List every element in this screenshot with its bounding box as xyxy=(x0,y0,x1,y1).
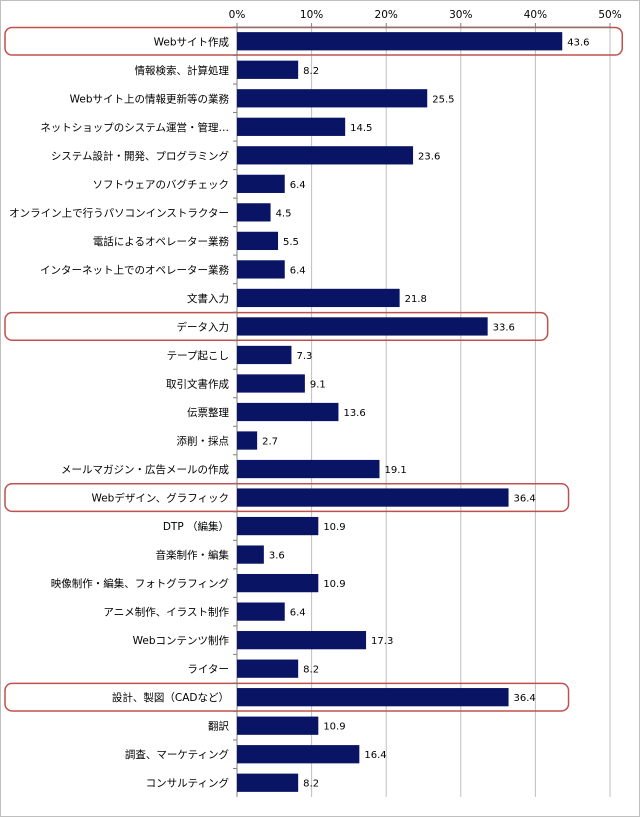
x-axis: 0% 10% 20% 30% 40% 50% xyxy=(229,9,622,769)
category-label: メールマガジン・広告メールの作成 xyxy=(61,463,229,476)
bar xyxy=(237,402,339,422)
bar xyxy=(237,716,319,735)
value-label: 23.6 xyxy=(418,151,440,162)
x-tick-label: 10% xyxy=(300,9,323,21)
category-label: 設計、製図（CADなど） xyxy=(112,691,229,704)
value-label: 10.9 xyxy=(323,522,345,533)
bar xyxy=(237,488,509,507)
value-label: 10.9 xyxy=(323,579,345,590)
value-label: 6.4 xyxy=(290,180,306,191)
value-label: 6.4 xyxy=(290,265,306,276)
category-label: 文書入力 xyxy=(187,292,229,305)
category-label: 伝票整理 xyxy=(187,406,229,419)
bar xyxy=(237,688,509,707)
category-label: コンサルティング xyxy=(146,777,230,790)
x-tick-label: 50% xyxy=(598,9,621,21)
bar xyxy=(237,32,563,51)
bar xyxy=(237,374,305,393)
bar xyxy=(237,203,271,222)
category-label: インターネット上でのオペレーター業務 xyxy=(40,263,229,276)
bars xyxy=(237,32,563,792)
category-label: 取引文書作成 xyxy=(166,377,229,390)
category-label: Webサイト作成 xyxy=(154,36,230,48)
bar xyxy=(237,231,279,251)
x-tick-label: 40% xyxy=(524,9,547,21)
category-label: ライター xyxy=(187,664,229,676)
category-label: ネットショップのシステム運営・管理… xyxy=(40,121,229,134)
category-label: ソフトウェアのバグチェック xyxy=(93,178,230,191)
value-label: 10.9 xyxy=(323,722,345,733)
value-label: 5.5 xyxy=(283,237,299,248)
bar xyxy=(237,146,414,165)
bar xyxy=(237,89,428,108)
value-label: 14.5 xyxy=(350,123,372,134)
category-label: アニメ制作、イラスト制作 xyxy=(103,606,229,619)
bar xyxy=(237,659,299,678)
value-label: 19.1 xyxy=(384,465,406,476)
category-label: 添削・採点 xyxy=(177,435,230,448)
category-label: システム設計・開発、プログラミング xyxy=(51,149,230,162)
bar xyxy=(237,573,319,593)
value-label: 4.5 xyxy=(276,208,292,219)
bar xyxy=(237,745,360,764)
highlight-box xyxy=(4,483,570,513)
value-label: 25.5 xyxy=(432,94,454,105)
value-label: 17.3 xyxy=(371,636,393,647)
value-label: 2.7 xyxy=(262,437,278,448)
bar xyxy=(237,345,292,365)
category-label: オンライン上で行うパソコンインストラクター xyxy=(9,206,229,219)
value-label: 36.4 xyxy=(514,494,536,505)
value-label: 6.4 xyxy=(290,608,306,619)
value-label: 21.8 xyxy=(405,294,427,305)
category-label: Webサイト上の情報更新等の業務 xyxy=(70,92,230,105)
bar xyxy=(237,117,346,136)
value-label: 16.4 xyxy=(364,750,386,761)
bar xyxy=(237,459,380,479)
bar xyxy=(237,174,285,193)
category-label: 電話によるオペレーター業務 xyxy=(93,235,230,248)
highlight-box xyxy=(4,311,549,341)
value-label: 13.6 xyxy=(343,408,365,419)
bar xyxy=(237,631,367,650)
category-label: 調査、マーケティング xyxy=(125,748,230,761)
bar xyxy=(237,317,488,336)
value-label: 7.3 xyxy=(296,351,312,362)
bar xyxy=(237,602,285,621)
value-label: 8.2 xyxy=(303,665,319,676)
category-label: Webコンテンツ制作 xyxy=(133,634,230,647)
bar xyxy=(237,773,299,792)
value-label: 3.6 xyxy=(269,551,285,562)
value-label: 43.6 xyxy=(567,37,589,48)
category-label: Webデザイン、グラフィック xyxy=(91,492,229,505)
x-tick-label: 30% xyxy=(449,9,472,21)
bar xyxy=(237,260,285,279)
value-label: 36.4 xyxy=(514,693,536,704)
highlight-boxes xyxy=(4,26,624,712)
x-tick-label: 20% xyxy=(375,9,398,21)
category-label: データ入力 xyxy=(177,320,230,333)
category-label: 映像制作・編集、フォトグラフィング xyxy=(51,577,230,590)
category-label: テープ起こし xyxy=(167,350,229,362)
bar xyxy=(237,545,264,564)
category-label: 翻訳 xyxy=(208,720,229,733)
bar xyxy=(237,288,400,308)
bar xyxy=(237,431,258,450)
value-labels: 43.6 8.2 25.5 14.5 23.6 6.4 4.5 5.5 6.4 21.8 33.6 7… xyxy=(262,37,589,789)
value-label: 9.1 xyxy=(310,379,326,390)
bar xyxy=(237,516,319,536)
bar xyxy=(237,60,299,79)
value-label: 33.6 xyxy=(493,322,515,333)
category-label: DTP （編集） xyxy=(163,520,229,533)
category-label: 音楽制作・編集 xyxy=(156,549,230,562)
value-label: 8.2 xyxy=(303,66,319,77)
category-label: 情報検索、計算処理 xyxy=(135,64,230,77)
value-label: 8.2 xyxy=(303,779,319,790)
highlight-box xyxy=(4,682,570,712)
x-tick-label: 0% xyxy=(229,9,246,21)
